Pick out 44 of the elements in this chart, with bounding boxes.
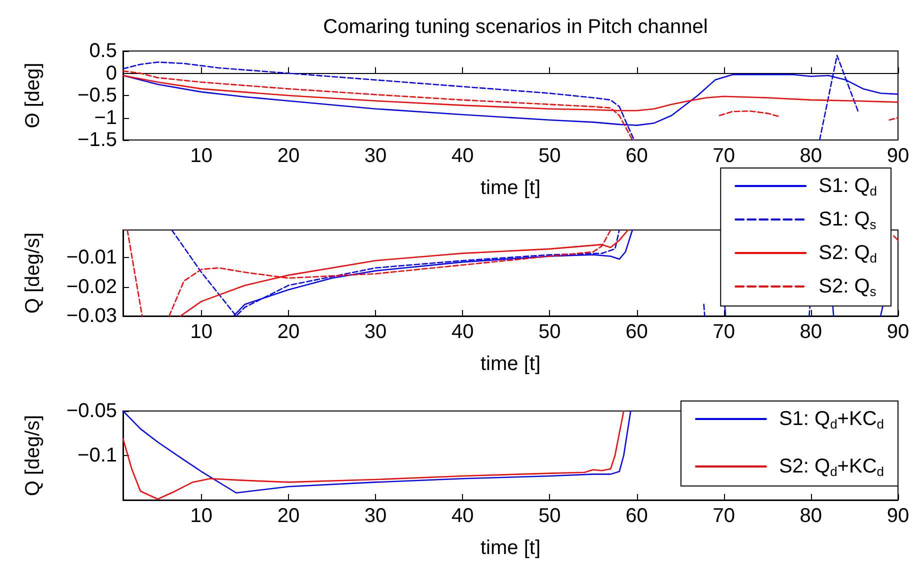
x-tick-label: 70 xyxy=(712,145,735,167)
y-tick-label: −1.5 xyxy=(78,129,117,151)
x-tick-label: 80 xyxy=(800,321,822,343)
x-tick-label: 20 xyxy=(277,505,300,527)
x-tick-label: 70 xyxy=(712,505,735,527)
y-tick-label: −0.1 xyxy=(78,444,117,466)
x-tick-label: 90 xyxy=(886,321,910,343)
y-tick-label: −0.05 xyxy=(66,400,117,422)
x-tick-label: 60 xyxy=(626,505,648,527)
x-tick-label: 90 xyxy=(886,505,910,527)
x-tick-label: 10 xyxy=(190,145,212,167)
y-tick-label: −1 xyxy=(94,106,117,129)
x-tick-label: 50 xyxy=(538,145,561,167)
y-tick-label: −0.5 xyxy=(78,84,117,106)
x-axis-title: time [t] xyxy=(480,177,541,199)
x-tick-label: 70 xyxy=(712,321,735,343)
x-tick-label: 30 xyxy=(364,505,387,527)
x-tick-label: 80 xyxy=(800,505,822,527)
x-tick-label: 30 xyxy=(364,321,387,343)
y-tick-label: 0.5 xyxy=(89,40,117,62)
y-tick-label: −0.01 xyxy=(66,246,117,269)
x-tick-label: 60 xyxy=(626,321,648,343)
x-tick-label: 10 xyxy=(190,505,212,527)
x-tick-label: 80 xyxy=(800,145,822,167)
y-axis-title: Θ [deg] xyxy=(22,62,44,128)
y-tick-label: −0.03 xyxy=(66,305,117,327)
x-tick-label: 40 xyxy=(451,145,474,167)
x-tick-label: 50 xyxy=(538,321,561,343)
y-tick-label: −0.02 xyxy=(66,276,117,298)
x-tick-label: 50 xyxy=(538,505,561,527)
x-tick-label: 30 xyxy=(364,145,387,167)
x-tick-label: 40 xyxy=(451,321,474,343)
x-tick-label: 90 xyxy=(886,145,910,167)
y-tick-label: 0 xyxy=(106,62,117,84)
chart-title: Comaring tuning scenarios in Pitch channel xyxy=(323,16,708,38)
y-axis-title: Q [deg/s] xyxy=(22,232,44,314)
x-tick-label: 10 xyxy=(190,321,212,343)
x-tick-label: 20 xyxy=(277,321,300,343)
x-tick-label: 60 xyxy=(626,145,648,167)
x-tick-label: 40 xyxy=(451,505,474,527)
x-tick-label: 20 xyxy=(277,145,300,167)
x-axis-title: time [t] xyxy=(480,537,541,559)
x-axis-title: time [t] xyxy=(480,353,541,375)
y-axis-title: Q [deg/s] xyxy=(22,414,44,496)
